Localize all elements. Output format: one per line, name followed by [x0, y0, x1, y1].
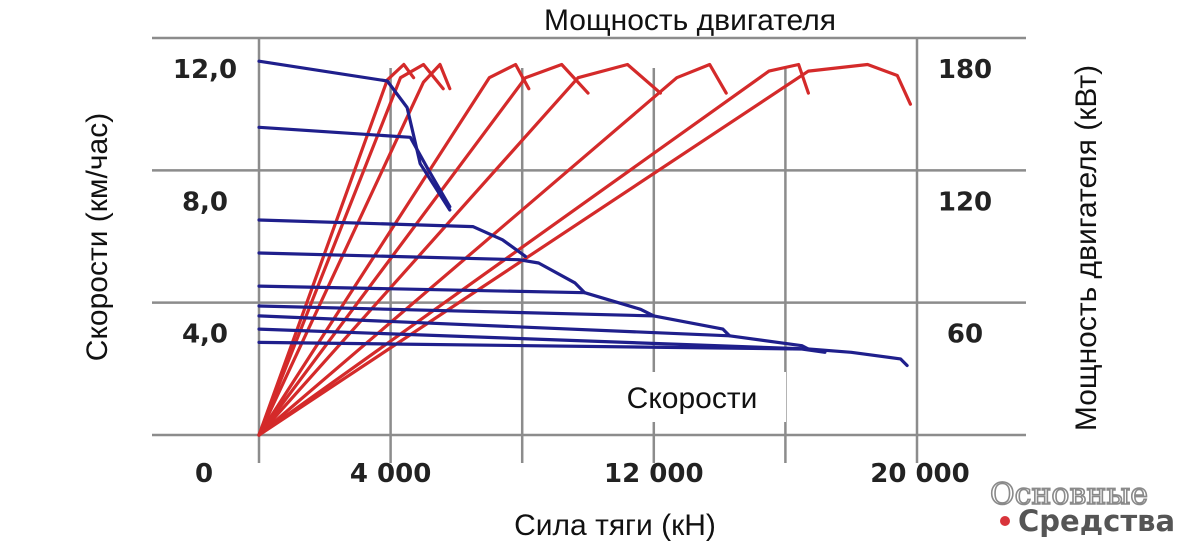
y-axis-label: Скорости (км/час) [81, 113, 114, 361]
speed-curve-2 [257, 125, 452, 209]
chart-title: Мощность двигателя [544, 4, 836, 37]
power-curves [257, 62, 912, 437]
x-tick-label: 0 [195, 459, 213, 489]
watermark: Основные Средства [989, 476, 1175, 538]
y2-tick-label: 60 [947, 320, 983, 350]
speed-curve-3 [257, 218, 528, 258]
power-curve-1 [257, 62, 416, 437]
x-tick-label: 12 000 [604, 459, 704, 489]
watermark-dot [1000, 516, 1010, 526]
y-tick-label: 12,0 [173, 55, 237, 85]
speeds-annotation: Скорости [627, 382, 758, 415]
speed-curve-1 [257, 59, 452, 212]
watermark-line-2: Средства [1018, 504, 1175, 538]
power-curve-7 [257, 62, 728, 437]
x-tick-label: 20 000 [870, 459, 970, 489]
speed-curve-9 [257, 340, 827, 354]
speed-curve-8 [257, 327, 909, 368]
x-tick-label: 4 000 [350, 459, 431, 489]
speed-curve-6 [257, 304, 732, 338]
power-curve-3 [257, 62, 452, 437]
watermark-line-1: Основные [990, 477, 1148, 512]
y-tick-label: 8,0 [182, 187, 228, 217]
y2-axis-label: Мощность двигателя (кВт) [1070, 65, 1103, 431]
speed-curves [257, 59, 909, 368]
y2-tick-label: 180 [938, 55, 992, 85]
y-tick-label: 4,0 [182, 320, 228, 350]
annotation-background [600, 372, 786, 422]
power-curve-9 [257, 62, 912, 437]
tick-labels: 4,0 8,0 12,0 60 120 180 0 4 000 12 000 20 000 [173, 55, 992, 489]
speed-curve-4 [257, 251, 587, 295]
grid [152, 36, 1026, 463]
power-curve-8 [257, 62, 810, 437]
y2-tick-label: 120 [938, 187, 992, 217]
speed-curve-5 [257, 284, 656, 318]
x-axis-label: Сила тяги (кН) [514, 509, 716, 542]
